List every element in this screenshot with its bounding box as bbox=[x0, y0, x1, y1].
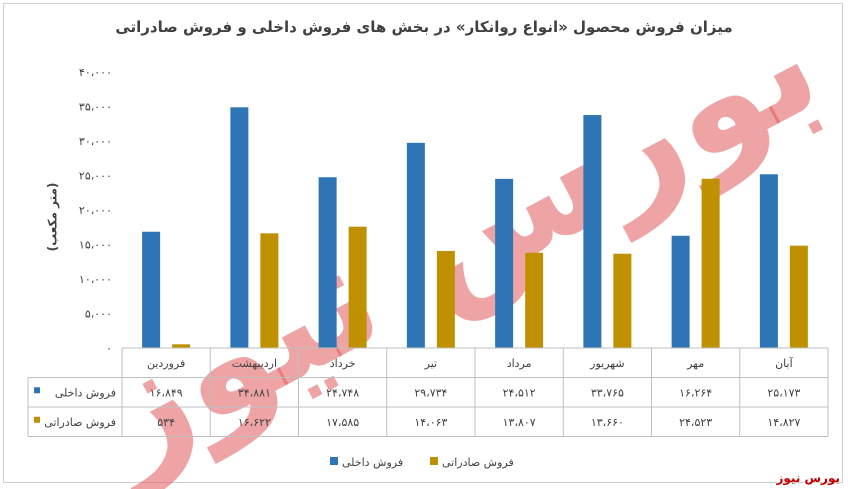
y-tick-label: ۱۵،۰۰۰ bbox=[79, 239, 112, 252]
category-label: تیر bbox=[424, 357, 437, 370]
bar-domestic bbox=[318, 177, 337, 348]
table-series-name: فروش داخلی bbox=[55, 386, 116, 399]
data-label: ۳۴،۸۸۱ bbox=[238, 386, 271, 399]
bar-export bbox=[613, 253, 632, 348]
table-series-name: فروش صادراتی bbox=[44, 416, 116, 429]
category-label: آبان bbox=[775, 356, 793, 370]
data-label: ۱۶،۲۶۴ bbox=[679, 386, 712, 399]
data-label: ۱۳،۶۶۰ bbox=[591, 416, 624, 429]
bar-domestic bbox=[230, 107, 249, 348]
category-label: شهریور bbox=[589, 357, 624, 370]
table-legend-key bbox=[34, 387, 40, 394]
y-tick-label: ۴۰،۰۰۰ bbox=[79, 66, 112, 79]
table-legend-key bbox=[34, 416, 40, 423]
data-label: ۱۶،۸۴۹ bbox=[150, 386, 183, 399]
category-label: اردیبهشت bbox=[232, 357, 277, 370]
data-label: ۱۳،۸۰۷ bbox=[503, 416, 536, 429]
watermark-logo: بورس نیوز bbox=[57, 0, 846, 489]
data-label: ۲۴،۵۱۲ bbox=[503, 386, 536, 399]
y-tick-label: ۳۵،۰۰۰ bbox=[79, 101, 112, 114]
bar-export bbox=[789, 245, 808, 348]
y-tick-label: ۳۰،۰۰۰ bbox=[79, 135, 112, 148]
bar-export bbox=[436, 250, 455, 348]
y-tick-label: ۰ bbox=[106, 342, 112, 355]
category-label: خرداد bbox=[330, 357, 356, 370]
legend-label: فروش داخلی bbox=[342, 456, 403, 469]
data-label: ۲۵،۱۷۳ bbox=[767, 386, 800, 399]
legend-label: فروش صادراتی bbox=[442, 456, 514, 469]
bar-domestic bbox=[583, 115, 602, 348]
data-label: ۱۴،۰۶۳ bbox=[414, 416, 447, 429]
bar-domestic bbox=[142, 231, 161, 348]
bar-domestic bbox=[759, 174, 778, 348]
data-label: ۲۴،۵۲۳ bbox=[679, 416, 712, 429]
legend-key bbox=[330, 457, 338, 465]
data-label: ۱۷،۵۸۵ bbox=[326, 416, 359, 429]
bar-export bbox=[525, 252, 544, 348]
data-label: ۲۴،۷۴۸ bbox=[326, 386, 359, 399]
chart-title: میزان فروش محصول «انواع روانکار» در بخش … bbox=[115, 18, 733, 36]
bar-export bbox=[172, 344, 191, 348]
y-tick-label: ۲۵،۰۰۰ bbox=[79, 170, 112, 183]
data-label: ۲۹،۷۳۴ bbox=[414, 386, 447, 399]
data-label: ۱۶،۶۲۲ bbox=[238, 416, 271, 429]
data-label: ۱۴،۸۲۷ bbox=[767, 416, 800, 429]
category-label: مهر bbox=[686, 357, 704, 370]
legend-key bbox=[430, 457, 438, 465]
bar-domestic bbox=[671, 235, 690, 348]
bar-export bbox=[701, 178, 720, 348]
category-label: مرداد bbox=[507, 357, 532, 370]
bar-domestic bbox=[406, 142, 425, 348]
data-label: ۳۳،۷۶۵ bbox=[591, 386, 624, 399]
y-tick-label: ۵،۰۰۰ bbox=[85, 308, 112, 321]
data-label: ۵۳۴ bbox=[157, 416, 175, 429]
bar-export bbox=[348, 226, 367, 348]
bar-export bbox=[260, 233, 279, 348]
brand-credit: بورس نیوز bbox=[776, 471, 840, 485]
bar-domestic bbox=[495, 178, 514, 348]
y-tick-label: ۱۰،۰۰۰ bbox=[79, 273, 112, 286]
y-tick-label: ۲۰،۰۰۰ bbox=[79, 204, 112, 217]
category-label: فروردین bbox=[147, 357, 185, 370]
